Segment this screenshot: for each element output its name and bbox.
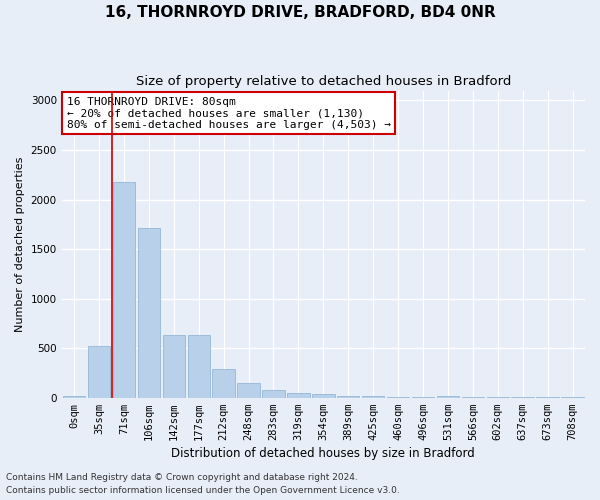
X-axis label: Distribution of detached houses by size in Bradford: Distribution of detached houses by size … [172, 447, 475, 460]
Bar [163, 335, 185, 398]
Bar [63, 396, 85, 398]
Text: 16 THORNROYD DRIVE: 80sqm
← 20% of detached houses are smaller (1,130)
80% of se: 16 THORNROYD DRIVE: 80sqm ← 20% of detac… [67, 96, 391, 130]
Bar [337, 396, 359, 398]
Bar [387, 396, 409, 398]
Title: Size of property relative to detached houses in Bradford: Size of property relative to detached ho… [136, 75, 511, 88]
Bar [238, 383, 260, 398]
Bar [437, 396, 459, 398]
Bar [262, 390, 285, 398]
Bar [137, 228, 160, 398]
Bar [362, 396, 385, 398]
Bar [212, 370, 235, 398]
Text: 16, THORNROYD DRIVE, BRADFORD, BD4 0NR: 16, THORNROYD DRIVE, BRADFORD, BD4 0NR [104, 5, 496, 20]
Bar [88, 346, 110, 398]
Bar [188, 335, 210, 398]
Bar [287, 392, 310, 398]
Bar [113, 182, 135, 398]
Bar [312, 394, 335, 398]
Y-axis label: Number of detached properties: Number of detached properties [15, 156, 25, 332]
Text: Contains HM Land Registry data © Crown copyright and database right 2024.
Contai: Contains HM Land Registry data © Crown c… [6, 474, 400, 495]
